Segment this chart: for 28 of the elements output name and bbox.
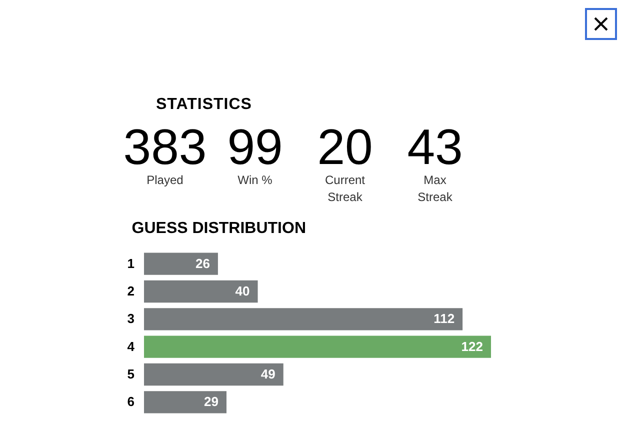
bar xyxy=(144,363,284,386)
y-tick-label: 5 xyxy=(127,366,134,382)
text: Max Streak xyxy=(416,172,454,206)
y-tick-label: 1 xyxy=(127,256,134,271)
text: STATISTICS xyxy=(156,96,253,114)
y-tick-label: 3 xyxy=(127,311,134,326)
data-label: 122 xyxy=(461,338,483,354)
bar xyxy=(144,308,463,330)
bar xyxy=(144,280,258,303)
text: Win % xyxy=(236,172,274,189)
text: 43 xyxy=(407,119,463,175)
data-label: 49 xyxy=(260,366,276,382)
data-label: 40 xyxy=(235,284,250,298)
y-tick-label: 2 xyxy=(127,284,134,298)
data-label: 29 xyxy=(204,394,218,410)
text: Played xyxy=(146,172,184,189)
chart-title: GUESS DISTRIBUTION xyxy=(132,220,306,237)
data-label: 26 xyxy=(195,256,210,271)
y-tick-label: 6 xyxy=(127,394,134,410)
data-label: 112 xyxy=(434,311,455,326)
bar xyxy=(144,252,218,275)
y-tick-label: 4 xyxy=(127,338,136,354)
text: 20 xyxy=(317,119,373,175)
text: Current Streak xyxy=(324,172,366,206)
text: 99 xyxy=(227,119,283,175)
bar xyxy=(144,336,491,358)
bar xyxy=(144,391,226,414)
text: 383 xyxy=(123,119,207,175)
